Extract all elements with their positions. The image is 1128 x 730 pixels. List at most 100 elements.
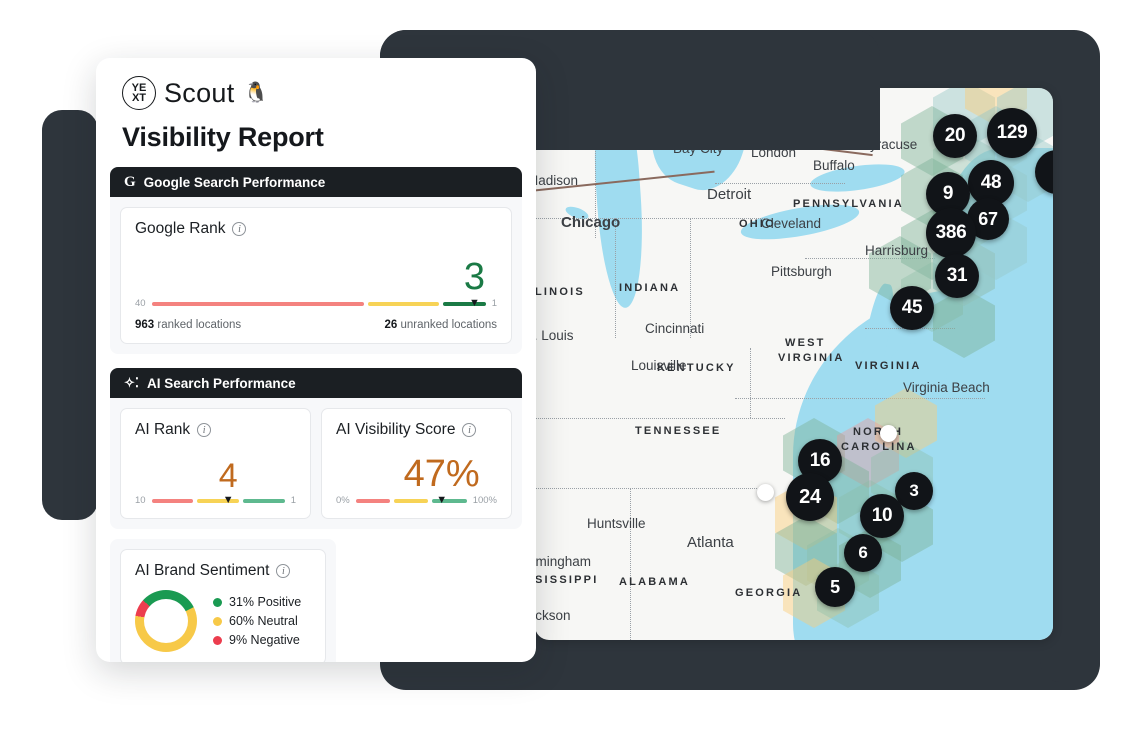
section-body-google: Google Rank i 3 ▼ 40 1 963 [110, 197, 522, 354]
scale-segment-poor [151, 498, 194, 503]
visibility-report-card: YE XT Scout 🐧 Visibility Report G Google… [96, 58, 536, 662]
scale-segment-average [197, 498, 239, 503]
scale-end-label: 1 [290, 495, 296, 506]
map-cluster-marker[interactable]: 1 [1035, 150, 1053, 194]
section-body-ai: AI Rank i 4 ▼ 10 1 AI Visi [110, 398, 522, 529]
metric-title: AI Rank i [135, 421, 296, 439]
brand-header: YE XT Scout 🐧 [96, 58, 536, 110]
ranked-locations-count: 963 [135, 319, 155, 331]
section-body-sentiment: AI Brand Sentiment i 31% Positive 60% Ne… [110, 539, 336, 662]
scale-segment-average [394, 498, 429, 503]
scale-segment-average [368, 301, 440, 306]
product-name: Scout [164, 77, 235, 108]
state-border [750, 348, 752, 418]
info-icon[interactable]: i [462, 423, 477, 437]
map-location-pin[interactable] [757, 484, 774, 501]
metric-label: AI Brand Sentiment [135, 562, 270, 579]
google-g-icon: G [124, 173, 136, 190]
rank-scale: 40 1 [135, 298, 497, 309]
state-border [735, 398, 985, 399]
sentiment-donut-chart [135, 590, 197, 652]
state-border [535, 218, 765, 219]
scale-segment-poor [151, 301, 365, 306]
legend-label-negative: 9% Negative [229, 633, 300, 647]
page-title: Visibility Report [122, 122, 324, 152]
scale-segment-good [443, 301, 486, 306]
state-border [630, 488, 632, 640]
legend-swatch-neutral [213, 616, 222, 626]
metric-value: 4 [218, 457, 238, 495]
ranked-locations: 963 ranked locations [135, 319, 241, 331]
legend-label-neutral: 60% Neutral [229, 614, 298, 628]
section-header-google-search-performance: G Google Search Performance [110, 167, 522, 197]
state-border [715, 183, 845, 184]
map-cluster-marker[interactable]: 3 [895, 472, 933, 510]
metric-title: AI Brand Sentiment i [135, 562, 311, 580]
map-location-pin[interactable] [880, 425, 897, 442]
metric-title: AI Visibility Score i [336, 421, 497, 439]
map-cluster-marker[interactable]: 20 [933, 114, 977, 158]
map-cluster-marker[interactable]: 6 [844, 534, 882, 572]
section-label: Google Search Performance [143, 174, 326, 190]
metric-title: Google Rank i [135, 220, 497, 238]
sentiment-legend: 31% Positive 60% Neutral 9% Negative [213, 595, 301, 647]
legend-item: 31% Positive [213, 595, 301, 609]
rank-footer: 963 ranked locations 26 unranked locatio… [135, 319, 497, 331]
scale-end-label: 100% [472, 495, 497, 506]
yext-logo-line-2: XT [131, 92, 147, 104]
section-header-ai-search-performance: ✧⁚ AI Search Performance [110, 368, 522, 398]
ranked-locations-label: ranked locations [157, 319, 242, 331]
metric-pointer-icon: ▼ [436, 494, 448, 506]
scale-start-label: 0% [336, 495, 350, 506]
metric-card-ai-rank[interactable]: AI Rank i 4 ▼ 10 1 [120, 408, 311, 519]
unranked-locations-label: unranked locations [400, 319, 497, 331]
scale-segment-good [242, 498, 285, 503]
rank-scale: 10 1 [135, 495, 296, 506]
yext-logo-line-1: YE [131, 81, 147, 94]
map-cluster-marker[interactable]: 129 [987, 108, 1037, 158]
sparkle-icon: ✧⁚ [124, 375, 140, 390]
map-cluster-marker[interactable]: 24 [786, 473, 834, 521]
state-border [535, 488, 765, 489]
map-canvas[interactable]: NSIN MICHIGAN LINOIS INDIANA OHIO PENNSY… [535, 88, 1053, 640]
state-border [595, 88, 597, 238]
unranked-locations-count: 26 [384, 319, 398, 331]
metric-pointer-icon: ▼ [222, 494, 234, 506]
metric-value: 3 [463, 256, 485, 298]
metric-card-ai-brand-sentiment[interactable]: AI Brand Sentiment i 31% Positive 60% Ne… [120, 549, 326, 662]
map-cluster-marker[interactable]: 5 [815, 567, 855, 607]
map-cluster-marker[interactable]: 31 [935, 254, 979, 298]
metric-card-ai-visibility-score[interactable]: AI Visibility Score i 47% ▼ 0% 100% [321, 408, 512, 519]
metric-label: AI Visibility Score [336, 421, 456, 438]
legend-label-positive: 31% Positive [229, 595, 302, 609]
scale-segment-good [432, 498, 467, 503]
scale-start-label: 10 [135, 495, 146, 506]
map-panel[interactable]: NSIN MICHIGAN LINOIS INDIANA OHIO PENNSY… [535, 88, 1053, 640]
legend-swatch-negative [213, 635, 222, 645]
metric-card-google-rank[interactable]: Google Rank i 3 ▼ 40 1 963 [120, 207, 512, 344]
map-cluster-marker[interactable]: 10 [860, 494, 904, 538]
state-border [805, 258, 935, 259]
map-cluster-marker[interactable]: 386 [926, 208, 976, 258]
metric-value: 47% [403, 453, 480, 495]
state-border [615, 218, 617, 338]
scale-segment-poor [355, 498, 391, 503]
legend-item: 9% Negative [213, 633, 301, 647]
penguin-icon: 🐧 [243, 82, 269, 104]
yext-logo-icon: YE XT [122, 76, 156, 110]
unranked-locations: 26 unranked locations [384, 319, 497, 331]
metric-pointer-icon: ▼ [468, 297, 480, 309]
metric-label: Google Rank [135, 220, 226, 237]
device-frame-left [42, 110, 98, 520]
info-icon[interactable]: i [276, 564, 291, 578]
score-scale: 0% 100% [336, 495, 497, 506]
sentiment-chart-row: 31% Positive 60% Neutral 9% Negative [135, 590, 311, 652]
info-icon[interactable]: i [197, 423, 212, 437]
scale-start-label: 40 [135, 298, 146, 309]
metric-label: AI Rank [135, 421, 191, 438]
map-cluster-marker[interactable]: 45 [890, 286, 934, 330]
state-border [535, 418, 785, 419]
scale-end-label: 1 [491, 298, 497, 309]
info-icon[interactable]: i [232, 222, 247, 236]
coastal-water [887, 343, 947, 403]
